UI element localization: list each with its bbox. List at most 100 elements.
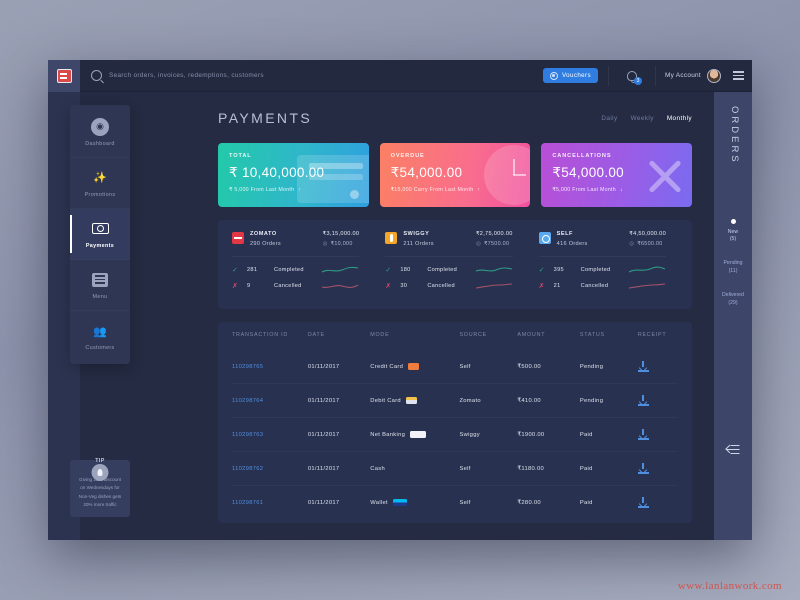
cell-transaction-id[interactable]: 110298763	[232, 417, 308, 452]
cell-receipt	[637, 383, 678, 418]
vouchers-button[interactable]: Vouchers	[542, 68, 598, 83]
cell-status: Paid	[579, 451, 638, 486]
page-title: PAYMENTS	[218, 110, 313, 126]
completed-label: Completed	[427, 267, 458, 273]
sidebar-item-label: Payments	[85, 242, 115, 249]
notifications-button[interactable]: 3	[609, 70, 655, 85]
cell-transaction-id[interactable]: 110298761	[232, 485, 308, 519]
cell-transaction-id[interactable]: 110298765	[232, 363, 264, 370]
close-icon: ✗	[232, 283, 238, 290]
mode-label: Cash	[370, 465, 385, 472]
mode-label: Debit Card	[370, 397, 401, 404]
download-icon[interactable]	[637, 497, 649, 508]
cell-date: 01/11/2017	[307, 451, 371, 486]
column-status: STATUS	[579, 332, 605, 338]
sparkline-cancelled	[322, 284, 359, 288]
orders-rail-title: ORDERS	[729, 106, 740, 165]
table-row[interactable]: 110298762 01/11/2017 Cash Self ₹1180.00 …	[232, 451, 678, 486]
completed-row: ✓ 180 Completed	[385, 265, 512, 275]
completed-row: ✓ 395 Completed	[539, 265, 666, 275]
source-stats: ZOMATO 290 Orders ₹3,15,000.00 ₹10,000 ✓…	[218, 220, 692, 309]
tip-card: TIP Giving 10% discount on Wednesdays fo…	[70, 458, 130, 518]
vouchers-label: Vouchers	[561, 72, 591, 79]
table-row[interactable]: 110298764 01/11/2017 Debit Card Zomato ₹…	[232, 383, 678, 418]
dashboard-icon: ◉	[91, 117, 109, 136]
sidebar-item-promotions[interactable]: ✨ Promotions	[70, 158, 130, 209]
completed-count: 395	[553, 267, 564, 273]
cell-mode: Net Banking	[370, 417, 460, 452]
tip-label: TIP	[95, 458, 105, 464]
column-transaction-id: TRANSACTION ID	[232, 332, 289, 338]
filter-monthly[interactable]: Monthly	[666, 114, 692, 122]
cross-illustration	[644, 155, 686, 197]
cell-status: Paid	[579, 417, 638, 452]
summary-card-overdue[interactable]: OVERDUE ₹54,000.00 ₹15,000 Carry From La…	[379, 143, 531, 207]
sidebar-item-payments[interactable]: Payments	[70, 209, 130, 260]
download-icon[interactable]	[637, 463, 649, 474]
orders-rail-item-new[interactable]: New (5)	[714, 218, 752, 245]
rail-count: (29)	[728, 299, 738, 306]
main-content: PAYMENTS Daily Weekly Monthly TOTAL ₹ 10…	[140, 92, 714, 540]
summary-card-total[interactable]: TOTAL ₹ 10,40,000.00 ₹ 5,000 From Last M…	[218, 143, 369, 207]
download-icon[interactable]	[637, 361, 649, 372]
search-bar[interactable]	[80, 70, 543, 81]
self-icon	[538, 232, 551, 244]
source-name: SELF	[556, 231, 573, 237]
table-row[interactable]: 110298765 01/11/2017 Credit Card Self ₹5…	[232, 350, 678, 384]
cell-receipt	[637, 417, 678, 452]
filter-weekly[interactable]: Weekly	[630, 114, 654, 122]
column-source: SOURCE	[459, 332, 488, 338]
rail-label: Delivered	[722, 291, 744, 298]
table-row[interactable]: 110298761 01/11/2017 Wallet Self ₹280.00…	[232, 485, 678, 519]
summary-card-cancellations[interactable]: CANCELLATIONS ₹54,000.00 ₹5,000 From Las…	[541, 143, 693, 207]
cell-date: 01/11/2017	[307, 417, 371, 452]
orders-rail-item-delivered[interactable]: Delivered (29)	[714, 292, 752, 308]
download-icon[interactable]	[637, 395, 649, 406]
sidebar-item-menu[interactable]: Menu	[70, 260, 130, 311]
cancelled-count: 9	[247, 283, 251, 289]
card-label: CANCELLATIONS	[552, 153, 612, 159]
cell-date: 01/11/2017	[307, 485, 371, 519]
hamburger-menu-icon[interactable]	[730, 71, 752, 80]
magic-wand-icon: ✨	[93, 172, 107, 184]
cell-amount: ₹500.00	[517, 363, 541, 370]
swiggy-icon	[385, 232, 398, 244]
cell-date: 01/11/2017	[307, 363, 340, 370]
cell-amount: ₹1180.00	[517, 451, 580, 486]
collapse-panel-icon[interactable]	[726, 445, 740, 454]
notification-badge: 3	[633, 76, 642, 85]
cell-receipt	[637, 451, 678, 486]
source-orders: 416 Orders	[556, 241, 588, 247]
completed-count: 180	[400, 267, 411, 273]
credit-card-icon	[408, 363, 420, 370]
source-stat-swiggy: SWIGGY 211 Orders ₹2,75,000.00 ₹7500.00 …	[371, 231, 524, 297]
sidebar-item-label: Dashboard	[85, 140, 115, 147]
orders-rail-item-pending[interactable]: Pending (11)	[714, 260, 752, 276]
watermark: www.lanlanwork.com	[677, 580, 782, 592]
table-header-row: TRANSACTION ID DATE MODE SOURCE AMOUNT S…	[232, 332, 678, 350]
cell-source: Zomato	[459, 383, 518, 418]
source-average: ₹7500.00	[476, 241, 513, 247]
sidebar-item-label: Promotions	[84, 191, 116, 198]
completed-count: 281	[247, 267, 258, 273]
table-row[interactable]: 110298763 01/11/2017 Net Banking Swiggy …	[232, 417, 678, 452]
cancelled-row: ✗ 9 Cancelled	[232, 281, 359, 291]
search-input[interactable]	[109, 72, 409, 79]
sparkline-completed	[322, 266, 359, 273]
net-banking-icon	[410, 431, 427, 438]
sidebar-item-dashboard[interactable]: ◉ Dashboard	[70, 107, 130, 158]
rail-count: (5)	[729, 236, 737, 243]
sidebar-item-customers[interactable]: 👥 Customers	[70, 311, 130, 362]
rail-count: (11)	[728, 268, 738, 275]
card-label: TOTAL	[229, 153, 252, 159]
account-menu[interactable]: My Account	[656, 68, 730, 83]
download-icon[interactable]	[637, 429, 649, 440]
card-label: OVERDUE	[390, 153, 425, 159]
lightbulb-icon	[91, 464, 109, 481]
filter-daily[interactable]: Daily	[601, 114, 618, 122]
cell-transaction-id[interactable]: 110298764	[232, 383, 308, 418]
divider	[538, 256, 666, 257]
cancelled-row: ✗ 30 Cancelled	[385, 281, 512, 291]
brand-logo[interactable]	[48, 60, 80, 92]
cell-transaction-id[interactable]: 110298762	[232, 451, 308, 486]
